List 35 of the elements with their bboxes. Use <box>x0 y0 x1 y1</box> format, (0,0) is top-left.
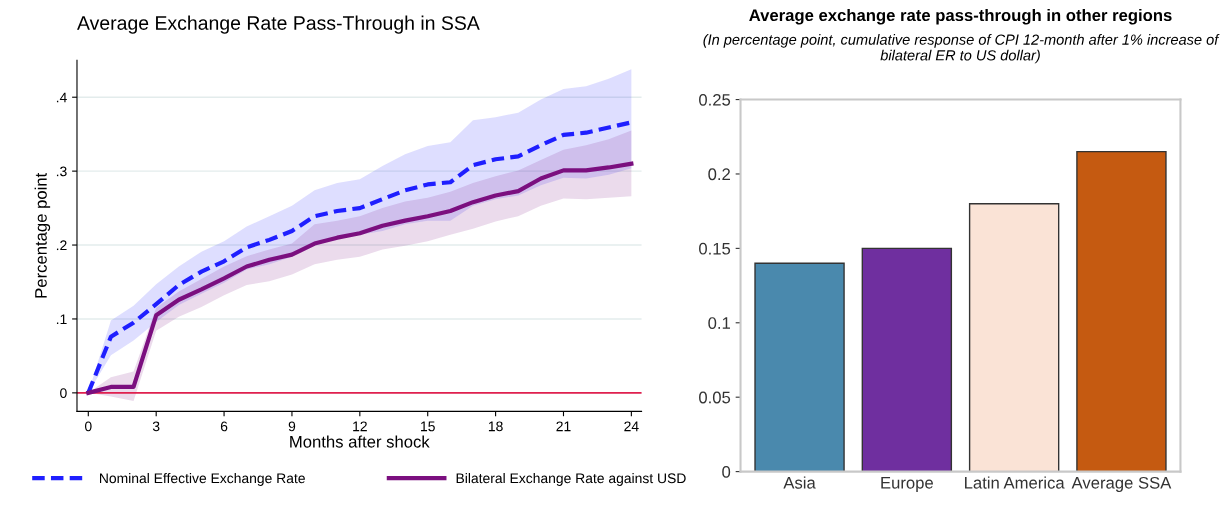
y-tick-label: 0.1 <box>708 317 730 329</box>
y-tick-label: 0 <box>722 466 731 478</box>
chart-title: Average exchange rate pass-through in other regions <box>749 8 1172 25</box>
y-tick-label: 0 <box>60 388 67 399</box>
chart-title: Average Exchange Rate Pass-Through in SSA <box>77 15 480 34</box>
bar <box>968 203 1060 472</box>
y-tick-label: .2 <box>56 240 67 251</box>
x-axis-title: Months after shock <box>290 435 430 448</box>
x-tick-label: Asia <box>783 476 816 489</box>
y-tick-label: 0.05 <box>699 391 731 404</box>
y-tick-label: 0.25 <box>699 93 731 106</box>
chart-subtitle: (In percentage point, cumulative response of CPI 12-month after 1% increase of bilateral ER to US dollar) <box>703 34 1220 64</box>
bar <box>754 262 845 472</box>
legend-label: Nominal Effective Exchange Rate <box>100 472 305 486</box>
legend-label: Bilateral Exchange Rate against USD <box>456 472 686 486</box>
y-tick-label: 0.2 <box>708 168 730 181</box>
x-tick-label: Average SSA <box>1071 476 1172 492</box>
y-tick-label: 0.15 <box>699 242 731 255</box>
bar <box>861 247 953 472</box>
x-tick-label: 15 <box>421 421 435 432</box>
y-tick-label: .1 <box>56 314 67 324</box>
y-tick-label: .4 <box>56 92 67 103</box>
y-axis-title: Percentage point <box>34 172 51 298</box>
x-tick-label: Europe <box>881 477 933 492</box>
x-tick-label: 0 <box>84 421 92 432</box>
x-tick-label: 12 <box>353 421 367 432</box>
y-tick-label: .3 <box>56 166 67 177</box>
x-tick-label: Latin America <box>965 476 1065 489</box>
x-tick-label: 18 <box>488 421 503 432</box>
x-tick-label: 21 <box>556 421 571 432</box>
x-tick-label: 3 <box>152 421 160 432</box>
x-tick-label: 9 <box>288 421 296 432</box>
bar <box>1076 150 1167 472</box>
x-tick-label: 6 <box>220 421 228 432</box>
x-tick-label: 24 <box>624 421 639 432</box>
